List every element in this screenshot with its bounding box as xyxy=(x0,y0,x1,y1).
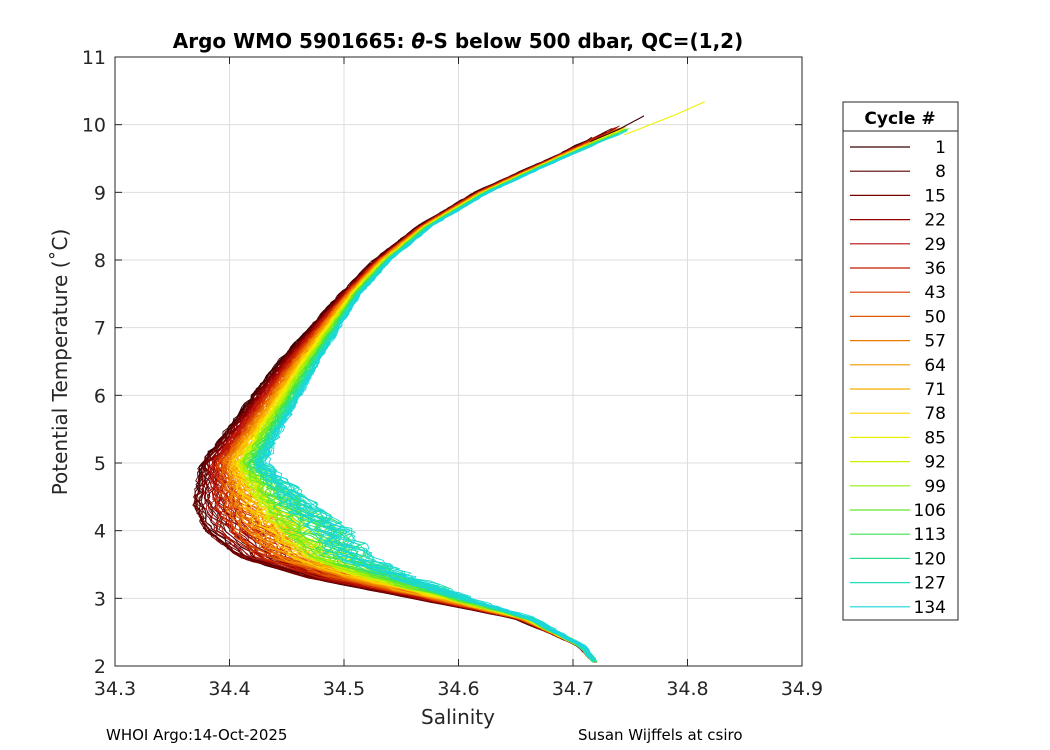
y-tick-label: 2 xyxy=(94,656,106,678)
legend-label: 120 xyxy=(914,549,946,569)
y-tick-label: 6 xyxy=(94,385,106,407)
legend-label: 64 xyxy=(924,356,946,376)
legend-label: 78 xyxy=(924,404,946,424)
legend-label: 36 xyxy=(924,259,946,279)
legend-label: 8 xyxy=(935,162,946,182)
legend-label: 57 xyxy=(924,332,946,352)
legend-label: 1 xyxy=(935,138,946,158)
y-axis-label: Potential Temperature (˚C) xyxy=(48,229,72,496)
legend-label: 22 xyxy=(924,211,946,231)
legend-label: 43 xyxy=(924,283,946,303)
x-tick-label: 34.5 xyxy=(323,678,365,700)
x-tick-label: 34.3 xyxy=(94,678,136,700)
legend-label: 99 xyxy=(924,477,946,497)
legend-label: 15 xyxy=(924,186,946,206)
x-axis-label: Salinity xyxy=(421,705,495,729)
y-tick-label: 9 xyxy=(94,182,106,204)
profile-line-extension xyxy=(624,101,705,136)
y-tick-label: 10 xyxy=(82,115,106,137)
y-tick-label: 7 xyxy=(94,318,106,340)
legend-label: 106 xyxy=(914,501,946,521)
y-tick-label: 4 xyxy=(94,521,106,543)
legend: Cycle # 18152229364350576471788592991061… xyxy=(842,101,959,621)
legend-label: 134 xyxy=(914,598,946,618)
x-tick-label: 34.6 xyxy=(437,678,479,700)
profile-lines xyxy=(192,101,705,663)
profile-line-extension xyxy=(589,115,645,143)
profile-line xyxy=(263,141,601,662)
footer-credit: Susan Wijffels at csiro xyxy=(578,726,743,744)
x-tick-label: 34.9 xyxy=(781,678,823,700)
legend-label: 85 xyxy=(924,428,946,448)
y-tick-label: 11 xyxy=(82,47,106,69)
legend-label: 71 xyxy=(924,380,946,400)
legend-label: 113 xyxy=(914,525,946,545)
x-tick-label: 34.4 xyxy=(208,678,250,700)
x-tick-label: 34.7 xyxy=(552,678,594,700)
y-tick-label: 3 xyxy=(94,588,106,610)
y-tick-label: 8 xyxy=(94,250,106,272)
legend-label: 50 xyxy=(924,307,946,327)
legend-title: Cycle # xyxy=(864,109,935,129)
legend-label: 29 xyxy=(924,235,946,255)
legend-label: 92 xyxy=(924,453,946,473)
chart-title: Argo WMO 5901665: θ-S below 500 dbar, QC… xyxy=(173,29,743,53)
axis-ticks: 34.3 34.4 34.5 34.6 34.7 34.8 34.9 2 3 4 5 6 7 8 9 10 11 xyxy=(82,47,823,700)
y-tick-label: 5 xyxy=(94,453,106,475)
x-tick-label: 34.8 xyxy=(666,678,708,700)
footer-source: WHOI Argo:14-Oct-2025 xyxy=(106,726,288,744)
legend-items: 1 8 15 22 29 36 43 50 57 64 71 78 85 92 99 106 113 120 127… xyxy=(850,138,946,618)
legend-label: 127 xyxy=(914,574,946,594)
